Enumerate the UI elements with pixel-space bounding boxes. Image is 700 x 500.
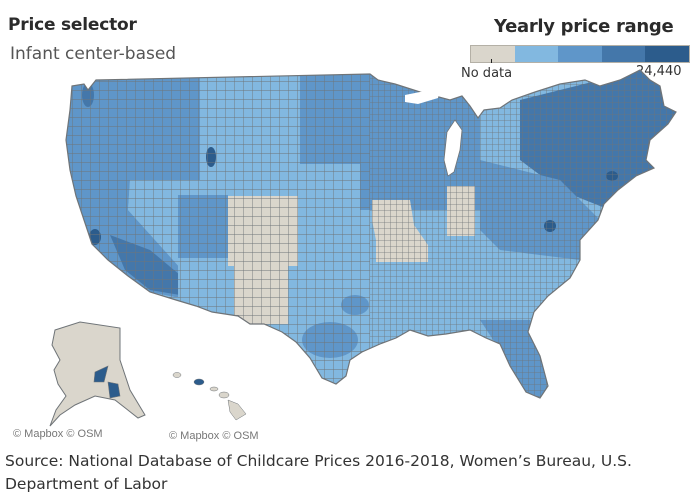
county-boundaries-east (370, 70, 676, 398)
legend-swatch-no-data (471, 46, 515, 62)
price-selector-title: Price selector (8, 15, 137, 35)
legend-swatch-bin3 (601, 46, 646, 62)
map-attribution-hawaii[interactable]: © Mapbox © OSM (169, 430, 259, 442)
legend-swatch-bin2 (558, 46, 602, 62)
source-note: Source: National Database of Childcare P… (5, 452, 632, 493)
legend-swatch-bin4 (645, 46, 689, 62)
choropleth-map[interactable] (0, 60, 700, 450)
legend-title: Yearly price range (494, 16, 674, 37)
map-attribution-alaska[interactable]: © Mapbox © OSM (13, 428, 103, 440)
legend-max-label: 24,440 (636, 64, 682, 79)
legend-tick (491, 59, 492, 63)
alaska[interactable] (49, 321, 146, 427)
hawaii[interactable] (172, 372, 247, 421)
lake-superior (405, 88, 440, 104)
legend-color-bar (470, 45, 690, 63)
lake-michigan (443, 119, 463, 177)
contiguous-us (66, 70, 676, 398)
legend-min-label: No data (461, 66, 513, 81)
legend-swatch-bin1 (514, 46, 559, 62)
price-selector-value[interactable]: Infant center-based (10, 44, 177, 64)
